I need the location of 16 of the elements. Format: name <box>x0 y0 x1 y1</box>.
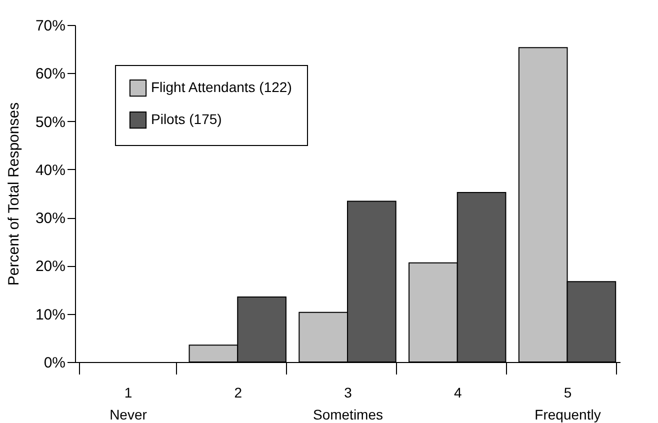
y-axis-title: Percent of Total Responses <box>5 102 22 286</box>
x-tick-label: 4 <box>454 384 462 400</box>
x-tick-label: 2 <box>234 384 242 400</box>
legend-label: Flight Attendants (122) <box>151 79 292 95</box>
legend-label: Pilots (175) <box>151 111 222 127</box>
y-tick-label: 60% <box>35 66 66 83</box>
x-tick-label: 5 Frequently <box>534 384 601 422</box>
y-tick-label: 0% <box>44 354 66 372</box>
x-tick-label: 1 Never <box>110 384 148 422</box>
y-tick-label: 70% <box>35 18 66 34</box>
x-tick-label: 3 Sometimes <box>312 384 384 422</box>
y-tick-label: 30% <box>35 210 66 228</box>
y-tick-label: 40% <box>35 162 66 179</box>
y-tick-label: 50% <box>35 114 66 131</box>
y-tick-label: 20% <box>35 258 66 276</box>
y-tick-label: 10% <box>35 306 66 324</box>
